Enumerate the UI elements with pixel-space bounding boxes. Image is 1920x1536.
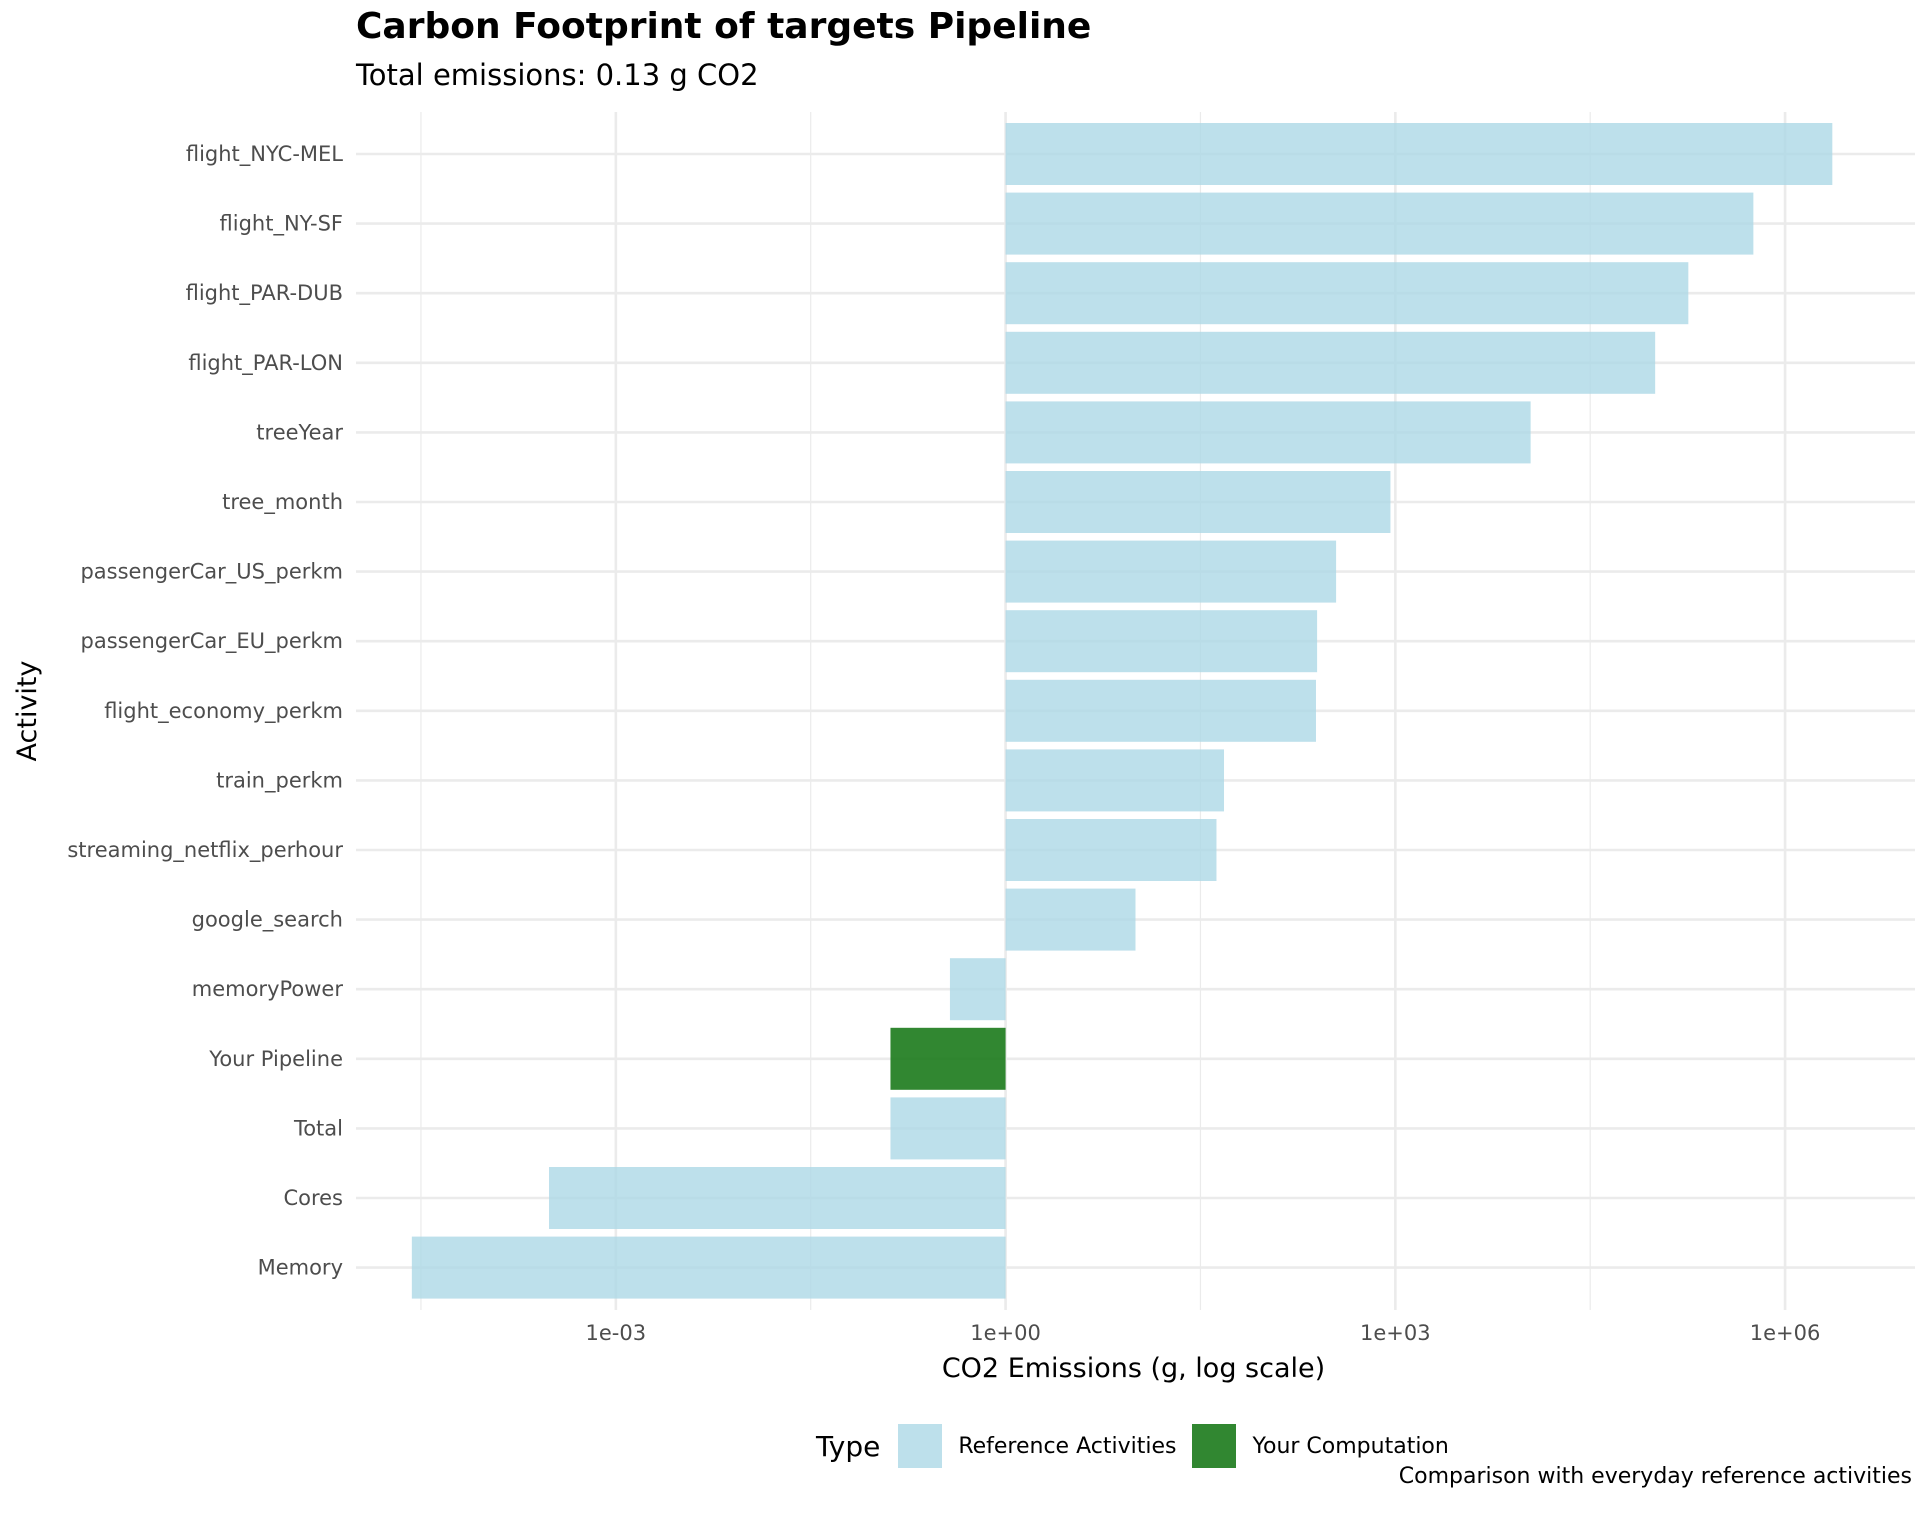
x-tick-label: 1e+03	[1360, 1321, 1431, 1345]
bar-streaming-netflix-perhour	[1005, 819, 1217, 881]
legend-label-reference: Reference Activities	[958, 1433, 1177, 1459]
bar-google-search	[1005, 888, 1136, 951]
chart-caption: Comparison with everyday reference activ…	[1398, 1464, 1912, 1489]
y-tick-label: google_search	[192, 908, 343, 933]
y-tick-label: passengerCar_US_perkm	[80, 560, 343, 585]
y-tick-label: Your Pipeline	[208, 1047, 343, 1071]
x-tick-label: 1e-03	[586, 1321, 647, 1345]
bar-passengercar-us-perkm	[1005, 540, 1337, 603]
bar-treeyear	[1005, 401, 1531, 464]
y-tick-label: flight_NY-SF	[220, 212, 343, 237]
bar-flight-nyc-mel	[1005, 123, 1833, 185]
y-tick-label: flight_economy_perkm	[104, 699, 343, 724]
legend-label-computation: Your Computation	[1252, 1433, 1449, 1459]
bar-memory	[411, 1236, 1006, 1299]
y-tick-label: memoryPower	[192, 977, 344, 1001]
bar-flight-economy-perkm	[1005, 679, 1316, 742]
bar-cores	[549, 1167, 1006, 1229]
y-tick-label: flight_PAR-LON	[188, 351, 343, 376]
bar-memorypower	[949, 958, 1006, 1021]
bar-total	[890, 1097, 1006, 1160]
y-tick-label: Total	[293, 1116, 343, 1140]
bar-flight-ny-sf	[1005, 192, 1754, 255]
y-tick-label: streaming_netflix_perhour	[67, 838, 343, 863]
y-tick-label: Cores	[283, 1186, 343, 1210]
bar-train-perkm	[1005, 749, 1225, 812]
x-tick-label: 1e+06	[1750, 1321, 1821, 1345]
y-tick-label: treeYear	[256, 420, 343, 444]
y-tick-label: train_perkm	[216, 768, 343, 793]
x-axis-title: CO2 Emissions (g, log scale)	[942, 1353, 1325, 1384]
bar-your-pipeline	[890, 1027, 1006, 1090]
x-tick-label: 1e+00	[970, 1321, 1041, 1345]
bar-flight-par-dub	[1005, 262, 1689, 325]
bar-tree-month	[1005, 471, 1391, 533]
bar-flight-par-lon	[1005, 331, 1656, 394]
legend-key-computation	[1192, 1424, 1237, 1468]
y-axis-title: Activity	[12, 660, 43, 761]
y-tick-label: Memory	[258, 1256, 343, 1280]
legend: Type Reference Activities Your Computati…	[816, 1424, 1465, 1468]
legend-key-reference	[898, 1424, 943, 1468]
chart-subtitle: Total emissions: 0.13 g CO2	[356, 58, 759, 92]
legend-title: Type	[816, 1429, 881, 1463]
y-tick-label: tree_month	[222, 490, 343, 515]
y-tick-label: flight_PAR-DUB	[186, 281, 343, 306]
chart-title: Carbon Footprint of targets Pipeline	[356, 6, 1092, 47]
y-tick-label: flight_NYC-MEL	[186, 142, 343, 167]
y-tick-label: passengerCar_EU_perkm	[81, 629, 344, 654]
bar-passengercar-eu-perkm	[1005, 610, 1318, 673]
